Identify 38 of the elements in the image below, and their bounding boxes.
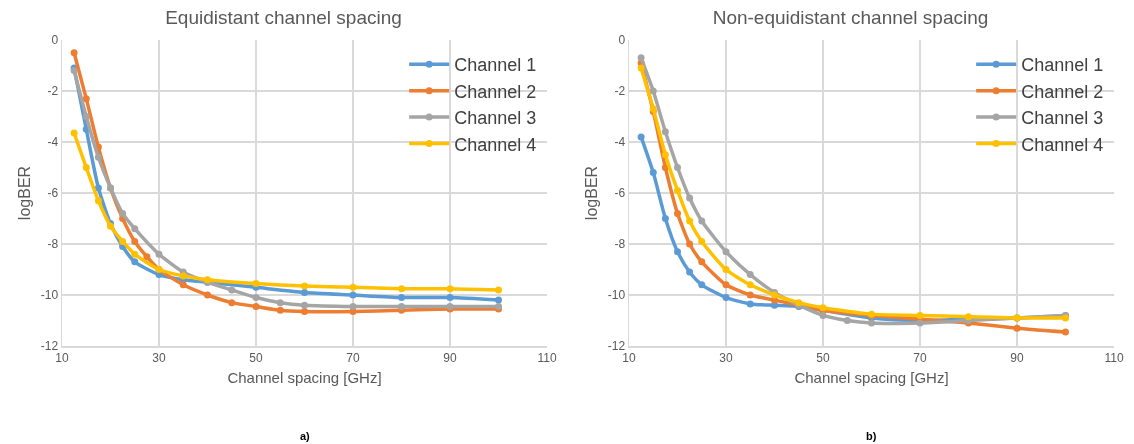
x-tick-label: 70 — [913, 350, 927, 365]
legend-label: Channel 2 — [1021, 81, 1104, 102]
text: b) — [866, 430, 877, 442]
y-tick-label: 0 — [51, 33, 59, 48]
legend-label: Channel 4 — [1021, 134, 1104, 155]
y-tick-label: -8 — [47, 237, 59, 252]
x-tick-label: 50 — [816, 350, 830, 365]
y-tick-label: -4 — [614, 135, 626, 150]
y-tick-label: -4 — [47, 135, 59, 150]
y-tick-label: 0 — [618, 33, 626, 48]
x-tick-label: 110 — [1104, 350, 1124, 365]
x-tick-label: 30 — [152, 350, 166, 365]
x-tick-label: 50 — [249, 350, 263, 365]
chart-title: Equidistant channel spacing — [165, 7, 402, 29]
y-tick-label: -6 — [614, 186, 626, 201]
x-tick-label: 30 — [719, 350, 733, 365]
legend-label: Channel 3 — [1021, 108, 1104, 129]
x-axis-title: Channel spacing [GHz] — [794, 368, 949, 386]
y-tick-label: -6 — [47, 186, 59, 201]
x-tick-label: 70 — [346, 350, 360, 365]
y-tick-label: -10 — [607, 288, 626, 303]
chart-title: Non-equidistant channel spacing — [712, 7, 989, 29]
y-axis-title: logBER — [582, 165, 600, 221]
x-tick-label: 90 — [443, 350, 457, 365]
x-axis-title: Channel spacing [GHz] — [227, 368, 382, 386]
x-tick-label: 90 — [1010, 350, 1024, 365]
text: a) — [300, 430, 311, 442]
y-tick-label: -10 — [40, 288, 59, 303]
legend-label: Channel 1 — [1021, 55, 1104, 76]
legend-label: Channel 2 — [454, 81, 537, 102]
y-tick-label: -8 — [614, 237, 626, 252]
legend-label: Channel 4 — [454, 134, 537, 155]
legend-label: Channel 3 — [454, 108, 537, 129]
y-axis-title: logBER — [15, 165, 33, 221]
legend-label: Channel 1 — [454, 55, 537, 76]
x-tick-label: 110 — [537, 350, 557, 365]
y-tick-label: -2 — [614, 84, 626, 99]
y-tick-label: -2 — [47, 84, 59, 99]
